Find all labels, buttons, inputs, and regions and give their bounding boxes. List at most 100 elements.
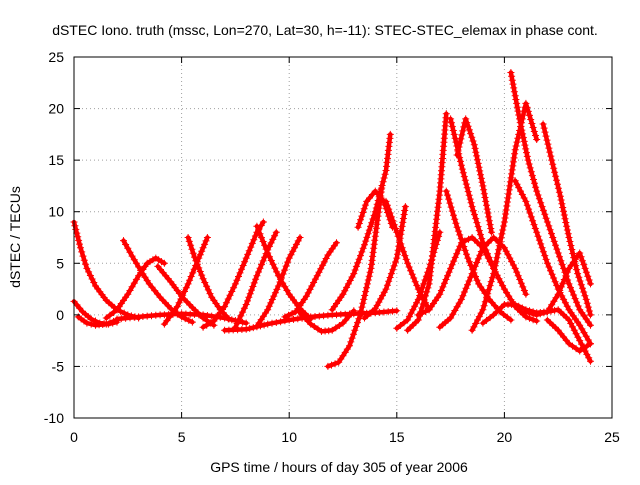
data-point: [503, 313, 511, 321]
data-point: [476, 251, 484, 259]
data-point: [359, 299, 367, 307]
data-point: [356, 311, 364, 319]
data-point: [509, 261, 517, 269]
data-point: [310, 323, 318, 330]
data-point: [461, 237, 469, 245]
data-point: [189, 249, 197, 257]
data-point: [576, 337, 584, 345]
data-point: [351, 326, 359, 334]
data-point: [267, 299, 275, 307]
data-point: [437, 287, 445, 294]
data-point: [522, 197, 530, 205]
data-point: [562, 272, 570, 280]
data-point: [580, 288, 588, 296]
data-point: [364, 230, 372, 238]
data-point: [230, 284, 238, 292]
data-point: [555, 188, 563, 196]
data-point: [262, 250, 270, 258]
data-point: [474, 316, 481, 324]
data-point: [477, 309, 485, 317]
data-point: [574, 302, 582, 310]
data-point: [561, 299, 569, 307]
data-point: [383, 201, 391, 209]
data-point: [308, 282, 316, 290]
data-point: [239, 262, 247, 269]
data-point: [515, 111, 523, 119]
data-point: [348, 273, 356, 281]
data-point: [310, 279, 318, 286]
data-point: [307, 320, 315, 328]
data-point: [400, 319, 408, 327]
data-point: [559, 279, 567, 287]
data-point: [465, 235, 472, 243]
data-point: [497, 278, 505, 286]
data-point: [583, 299, 591, 307]
data-point: [453, 151, 461, 159]
data-point: [377, 295, 385, 303]
data-point: [460, 288, 468, 296]
data-point: [261, 253, 269, 261]
data-series: [70, 218, 143, 322]
data-point: [411, 278, 419, 286]
data-point: [241, 258, 249, 266]
data-point: [477, 174, 485, 182]
data-point: [79, 252, 87, 260]
data-point: [304, 289, 312, 297]
data-point: [408, 270, 416, 278]
data-point: [575, 273, 583, 281]
data-point: [460, 123, 468, 131]
data-point: [386, 209, 394, 217]
data-point: [282, 262, 290, 270]
data-series: [468, 99, 541, 334]
data-series: [199, 218, 267, 331]
data-point: [539, 248, 547, 256]
data-point: [465, 277, 473, 285]
data-point: [271, 232, 279, 240]
data-point: [87, 320, 95, 328]
data-point: [257, 322, 264, 330]
data-point: [294, 315, 302, 323]
data-series: [511, 177, 594, 348]
data-point: [506, 182, 514, 190]
data-point: [533, 228, 541, 236]
data-point: [471, 144, 479, 152]
data-point: [572, 345, 580, 353]
data-point: [519, 283, 527, 291]
data-point: [462, 115, 470, 123]
chart-title: dSTEC Iono. truth (mssc, Lon=270, Lat=30…: [52, 22, 598, 38]
data-point: [475, 227, 483, 235]
data-point: [581, 264, 589, 272]
data-point: [473, 276, 481, 284]
data-point: [578, 340, 585, 348]
data-point: [382, 197, 390, 205]
y-tick-label: 15: [48, 152, 64, 168]
data-point: [456, 231, 464, 239]
data-point: [530, 221, 538, 229]
data-point: [401, 203, 409, 211]
data-point: [570, 326, 578, 334]
data-point: [503, 198, 511, 206]
data-point: [547, 267, 554, 275]
data-point: [510, 84, 518, 92]
data-point: [553, 176, 560, 184]
data-point: [497, 234, 505, 242]
data-series: [74, 313, 121, 329]
data-point: [502, 247, 510, 255]
data-point: [506, 178, 514, 186]
data-point: [404, 316, 412, 324]
data-point: [537, 240, 545, 248]
data-point: [132, 259, 140, 267]
x-tick-label: 0: [70, 429, 78, 445]
data-point: [526, 309, 533, 317]
data-point: [587, 321, 594, 329]
data-point: [268, 319, 276, 327]
data-point: [228, 316, 236, 324]
data-point: [506, 254, 514, 262]
data-point: [381, 170, 389, 178]
data-point: [389, 266, 397, 274]
data-point: [534, 232, 542, 240]
data-point: [320, 258, 328, 266]
data-point: [529, 316, 537, 324]
data-point: [264, 320, 272, 328]
data-point: [453, 303, 461, 311]
